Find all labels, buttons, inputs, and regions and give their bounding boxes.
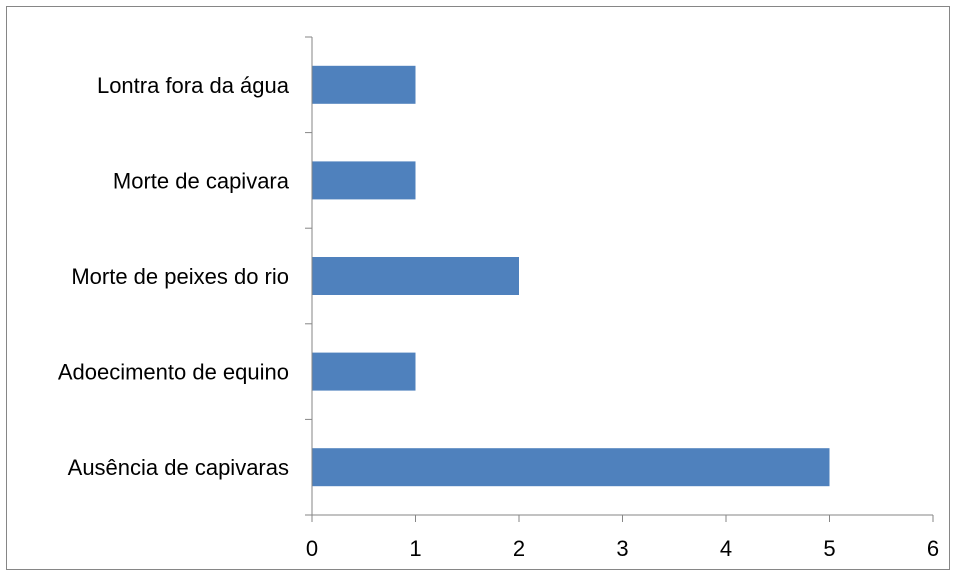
category-label-0: Ausência de capivaras — [68, 455, 289, 480]
bars-layer — [312, 65, 830, 487]
category-label-4: Lontra fora da água — [97, 73, 290, 98]
bar-1 — [312, 352, 416, 391]
labels-layer: Ausência de capivaras Adoecimento de equi… — [58, 73, 939, 561]
category-label-1: Adoecimento de equino — [58, 360, 289, 385]
x-tick-label-3: 3 — [616, 536, 628, 561]
bar-3 — [312, 161, 416, 200]
x-tick-label-4: 4 — [720, 536, 732, 561]
bar-2 — [312, 257, 519, 295]
x-tick-label-2: 2 — [513, 536, 525, 561]
x-tick-label-0: 0 — [306, 536, 318, 561]
axes-layer — [305, 36, 934, 522]
category-label-2: Morte de peixes do rio — [71, 264, 289, 289]
bar-0 — [312, 448, 830, 487]
x-tick-label-1: 1 — [409, 536, 421, 561]
bar-4 — [312, 65, 416, 104]
x-tick-label-6: 6 — [927, 536, 939, 561]
category-label-3: Morte de capivara — [113, 168, 290, 193]
x-tick-label-5: 5 — [823, 536, 835, 561]
